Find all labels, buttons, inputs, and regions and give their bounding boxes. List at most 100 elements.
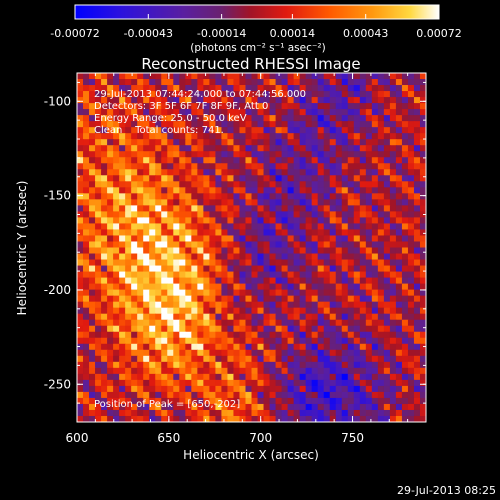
heatmap-cell: [191, 295, 198, 303]
heatmap-cell: [323, 151, 331, 158]
heatmap-cell: [131, 217, 138, 225]
heatmap-cell: [215, 85, 223, 92]
heatmap-cell: [215, 313, 223, 321]
heatmap-cell: [305, 379, 313, 387]
heatmap-cell: [197, 145, 204, 152]
heatmap-cell: [245, 73, 253, 80]
heatmap-cell: [203, 181, 210, 188]
heatmap-cell: [413, 331, 421, 339]
heatmap-cell: [233, 79, 241, 86]
heatmap-cell: [299, 259, 307, 267]
heatmap-cell: [341, 283, 349, 291]
heatmap-cell: [305, 205, 313, 212]
heatmap-cell: [353, 349, 361, 357]
heatmap-cell: [227, 181, 235, 188]
heatmap-cell: [155, 235, 162, 243]
heatmap-cell: [281, 289, 289, 297]
heatmap-cell: [371, 121, 379, 128]
heatmap-cell: [239, 121, 247, 128]
heatmap-cell: [353, 385, 361, 393]
heatmap-cell: [371, 367, 379, 375]
heatmap-cell: [239, 259, 247, 267]
heatmap-cell: [263, 247, 271, 255]
heatmap-cell: [317, 307, 325, 315]
heatmap-cell: [101, 271, 108, 279]
heatmap-cell: [287, 121, 295, 128]
heatmap-cell: [341, 127, 349, 134]
heatmap-cell: [365, 397, 373, 405]
heatmap-cell: [149, 379, 156, 387]
heatmap-cell: [395, 391, 403, 399]
heatmap-cell: [329, 151, 337, 158]
heatmap-cell: [191, 385, 198, 393]
heatmap-cell: [245, 121, 253, 128]
heatmap-cell: [233, 379, 241, 387]
heatmap-cell: [371, 325, 379, 333]
heatmap-cell: [305, 199, 313, 206]
heatmap-cell: [191, 115, 198, 122]
heatmap-cell: [161, 211, 168, 219]
heatmap-cell: [359, 193, 367, 200]
heatmap-cell: [341, 343, 349, 351]
heatmap-cell: [413, 283, 421, 291]
heatmap-cell: [125, 259, 132, 267]
heatmap-cell: [257, 325, 265, 333]
heatmap-cell: [371, 259, 379, 267]
heatmap-cell: [167, 289, 174, 297]
heatmap-cell: [263, 229, 271, 237]
heatmap-cell: [371, 313, 379, 321]
heatmap-cell: [311, 283, 319, 291]
heatmap-cell: [227, 391, 235, 399]
heatmap-cell: [323, 193, 331, 200]
heatmap-cell: [299, 247, 307, 255]
heatmap-cell: [353, 277, 361, 285]
heatmap-cell: [101, 349, 108, 357]
heatmap-cell: [155, 403, 162, 411]
heatmap-cell: [167, 301, 174, 309]
heatmap-cell: [335, 319, 343, 327]
heatmap-cell: [113, 91, 120, 98]
heatmap-cell: [371, 181, 379, 188]
heatmap-cell: [323, 223, 331, 231]
heatmap-cell: [365, 115, 373, 122]
heatmap-cell: [419, 157, 426, 164]
heatmap-cell: [149, 187, 156, 194]
heatmap-cell: [323, 199, 331, 206]
heatmap-cell: [161, 397, 168, 405]
heatmap-cell: [173, 331, 180, 339]
heatmap-cell: [233, 127, 241, 134]
heatmap-cell: [143, 289, 150, 297]
heatmap-cell: [311, 241, 319, 249]
heatmap-cell: [413, 151, 421, 158]
heatmap-cell: [287, 331, 295, 339]
heatmap-cell: [227, 259, 235, 267]
heatmap-cell: [221, 193, 229, 200]
heatmap-cell: [239, 151, 247, 158]
heatmap-cell: [353, 295, 361, 303]
heatmap-cell: [371, 109, 379, 116]
heatmap-cell: [305, 289, 313, 297]
heatmap-cell: [401, 259, 409, 267]
heatmap-cell: [233, 307, 241, 315]
heatmap-cell: [353, 127, 361, 134]
heatmap-cell: [311, 181, 319, 188]
heatmap-cell: [401, 349, 409, 357]
heatmap-cell: [407, 277, 415, 285]
heatmap-cell: [395, 127, 403, 134]
heatmap-cell: [149, 157, 156, 164]
heatmap-cell: [269, 139, 277, 146]
heatmap-cell: [119, 397, 126, 405]
heatmap-cell: [293, 187, 301, 194]
heatmap-cell: [179, 85, 186, 92]
heatmap-cell: [113, 229, 120, 237]
heatmap-cell: [305, 385, 313, 393]
heatmap-cell: [371, 373, 379, 381]
heatmap-cell: [125, 277, 132, 285]
heatmap-cell: [401, 319, 409, 327]
heatmap-cell: [197, 127, 204, 134]
heatmap-cell: [251, 247, 259, 255]
heatmap-cell: [203, 91, 210, 98]
heatmap-cell: [137, 355, 144, 363]
heatmap-cell: [245, 343, 253, 351]
heatmap-cell: [299, 199, 307, 206]
